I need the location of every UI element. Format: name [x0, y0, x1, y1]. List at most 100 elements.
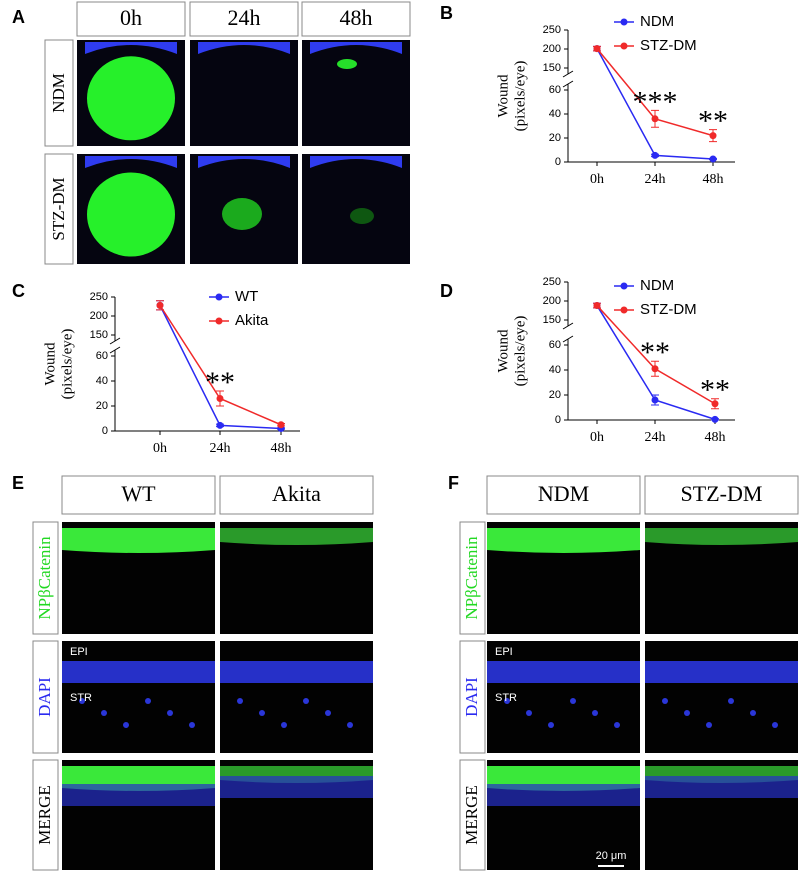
y-tick-label: 20: [96, 400, 108, 412]
y-tick-label: 0: [555, 414, 561, 426]
stain: [87, 172, 175, 257]
x-tick-label: 0h: [590, 430, 604, 445]
label-box: [644, 475, 799, 515]
y-tick-label: 60: [549, 339, 561, 351]
significance: **: [205, 366, 235, 399]
nucleus: [706, 722, 712, 728]
micrograph: [487, 641, 640, 753]
marker: [651, 396, 659, 404]
nucleus: [614, 722, 620, 728]
nucleus: [325, 710, 331, 716]
nuclei-band: [62, 784, 215, 806]
x-tick-label: 48h: [271, 441, 292, 456]
nucleus: [662, 698, 668, 704]
y-tick-label: 250: [543, 276, 561, 288]
nucleus: [570, 698, 576, 704]
nucleus: [101, 710, 107, 716]
stain: [222, 198, 262, 230]
y-tick-label: 150: [90, 329, 108, 341]
marker: [651, 151, 659, 159]
epithelium-green: [220, 528, 373, 545]
y-tick-label: 250: [543, 24, 561, 36]
label-box: [459, 759, 486, 871]
nuclei-band: [487, 784, 640, 806]
marker: [651, 365, 659, 373]
stain: [87, 56, 175, 141]
column-label: Akita: [272, 481, 321, 506]
marker: [216, 421, 224, 429]
row-label: DAPI: [35, 677, 54, 717]
y-tick-label: 200: [543, 295, 561, 307]
marker: [216, 395, 224, 402]
panel-letter: C: [12, 281, 25, 301]
label-box: [219, 475, 374, 515]
nuclei-band: [487, 661, 640, 683]
row-label: MERGE: [35, 785, 54, 845]
y-tick-label: 60: [96, 350, 108, 362]
nucleus: [145, 698, 151, 704]
y-axis-label: (pixels/eye): [59, 329, 75, 400]
label-box: [44, 39, 74, 147]
nuclei-band: [645, 661, 798, 683]
marker: [709, 132, 717, 140]
nuclei-band: [220, 776, 373, 798]
marker: [711, 415, 719, 423]
region-label: STR: [70, 692, 92, 704]
region-label: EPI: [495, 646, 513, 658]
marker: [651, 115, 659, 123]
epithelium-green: [62, 528, 215, 553]
micrograph: [62, 641, 215, 753]
nucleus: [79, 698, 85, 704]
marker: [277, 421, 285, 429]
y-tick-label: 40: [549, 108, 561, 120]
axis-break: [562, 70, 574, 88]
label-box: [301, 1, 411, 37]
label-box: [32, 640, 59, 754]
legend-marker: [215, 293, 223, 301]
nucleus: [504, 698, 510, 704]
micrograph-rim: [310, 156, 402, 168]
axis-break: [562, 322, 574, 343]
panel-letter: F: [448, 473, 459, 493]
scale-bar-label: 20 μm: [596, 850, 627, 862]
epithelium-green: [487, 528, 640, 553]
micrograph: [190, 40, 298, 146]
x-tick-label: 24h: [645, 172, 666, 187]
label-box: [32, 521, 59, 635]
epithelium-green: [645, 528, 798, 545]
y-axis-label: Wound: [42, 342, 58, 385]
significance: **: [698, 104, 728, 137]
label-box: [486, 475, 641, 515]
x-tick-label: 0h: [590, 172, 604, 187]
label-box: [32, 759, 59, 871]
nucleus: [259, 710, 265, 716]
y-tick-label: 20: [549, 132, 561, 144]
legend-label: NDM: [640, 277, 674, 294]
column-label: 48h: [340, 5, 373, 30]
row-label: NPβCatenin: [35, 536, 54, 620]
x-tick-label: 0h: [153, 441, 167, 456]
nuclei-band: [220, 661, 373, 683]
row-label: NPβCatenin: [462, 536, 481, 620]
nucleus: [526, 710, 532, 716]
nuclei-band: [62, 661, 215, 683]
micrograph: [302, 40, 410, 146]
y-axis-label: Wound: [495, 74, 511, 117]
axis-break: [109, 337, 121, 354]
panel-letter: B: [440, 3, 453, 23]
marker: [156, 301, 164, 309]
nucleus: [281, 722, 287, 728]
significance: **: [700, 374, 730, 407]
y-tick-label: 0: [102, 425, 108, 437]
x-tick-label: 24h: [210, 441, 231, 456]
y-tick-label: 0: [555, 156, 561, 168]
y-tick-label: 150: [543, 314, 561, 326]
legend-marker: [620, 282, 628, 290]
y-axis-label: Wound: [495, 329, 511, 372]
row-label: NDM: [49, 73, 68, 113]
x-tick-label: 48h: [705, 430, 726, 445]
micrograph-rim: [85, 156, 177, 168]
nucleus: [772, 722, 778, 728]
stain: [337, 59, 357, 69]
